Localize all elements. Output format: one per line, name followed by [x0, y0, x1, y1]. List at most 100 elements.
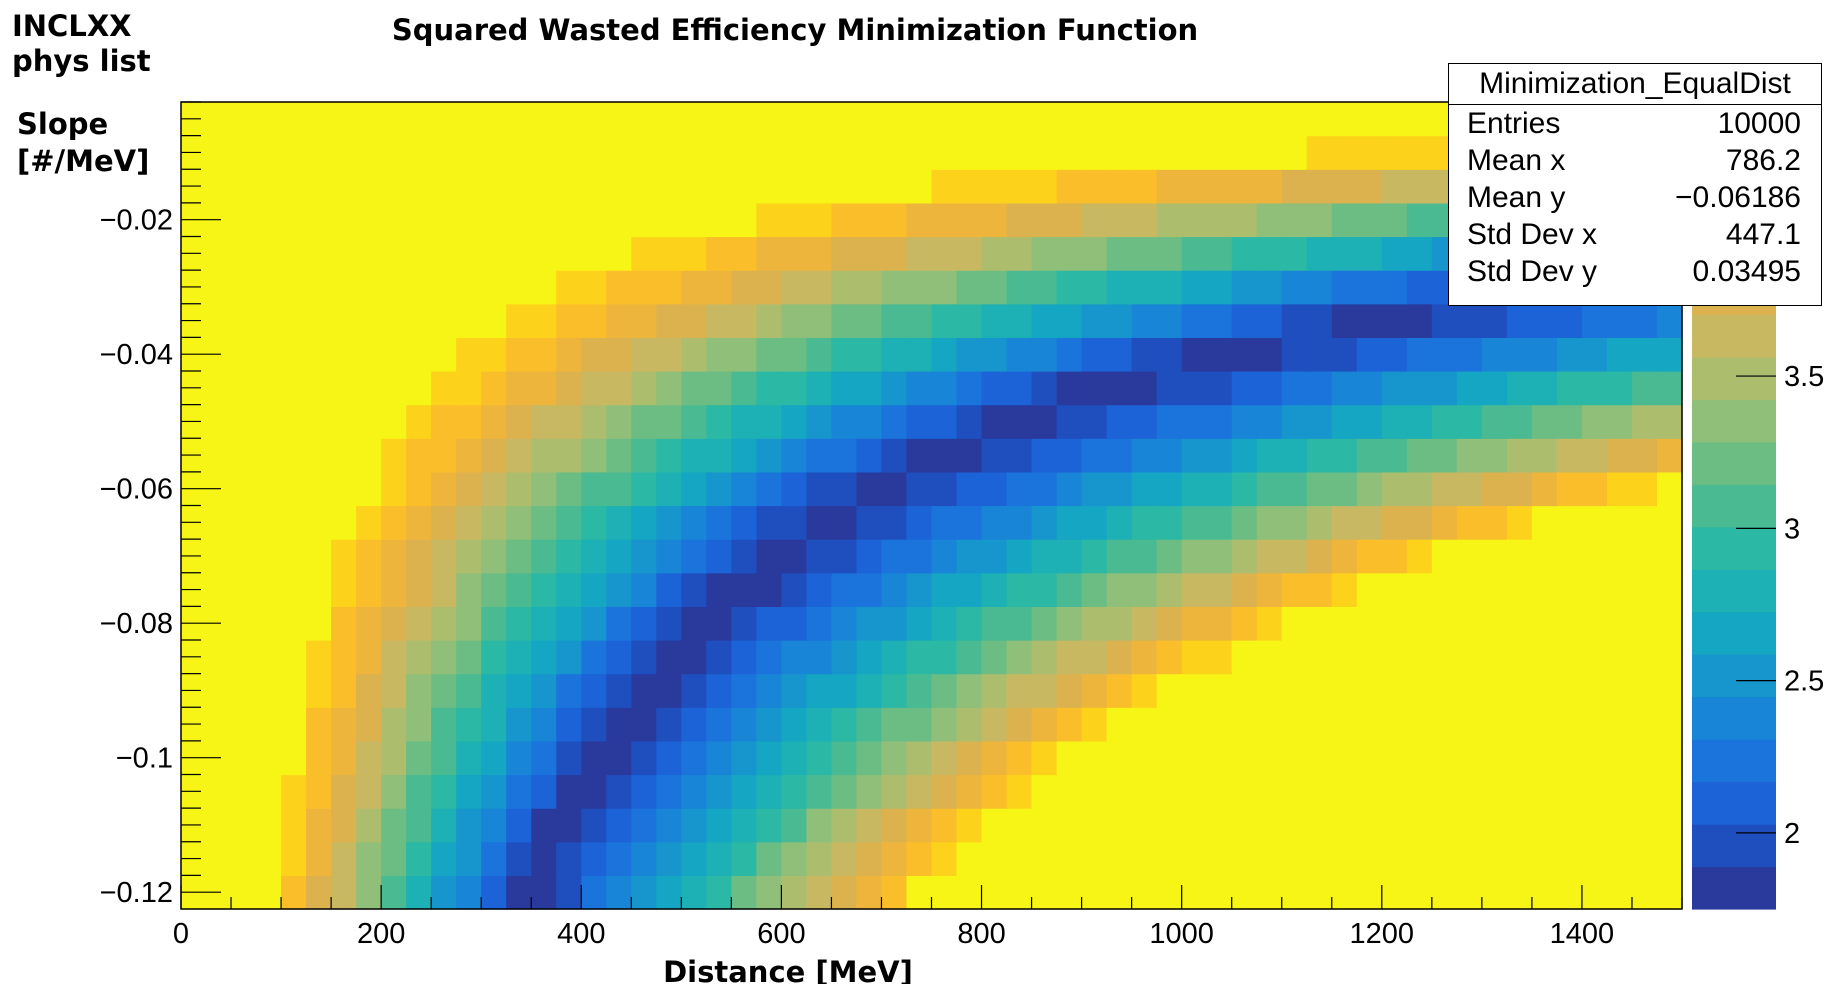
stats-row: Std Dev x 447.1 — [1449, 216, 1821, 253]
heatmap-cell — [406, 337, 432, 372]
heatmap-cell — [906, 841, 933, 876]
heatmap-cell — [381, 774, 407, 809]
heatmap-cell — [1531, 505, 1558, 540]
heatmap-cell — [381, 808, 407, 843]
heatmap-cell — [631, 808, 657, 843]
heatmap-cell — [1056, 169, 1083, 204]
heatmap-cell — [1031, 371, 1058, 406]
heatmap-cell — [231, 808, 257, 843]
color-scale — [1692, 102, 1776, 910]
color-scale-bin — [1692, 314, 1776, 358]
heatmap-cell — [706, 505, 732, 540]
heatmap-cell — [1056, 808, 1083, 843]
heatmap-cell — [1506, 875, 1533, 910]
heatmap-cell — [681, 841, 707, 876]
heatmap-cell — [1131, 303, 1158, 338]
heatmap-cell — [231, 841, 257, 876]
heatmap-cell — [1056, 135, 1083, 170]
heatmap-cell — [1531, 808, 1558, 843]
heatmap-cell — [956, 236, 983, 271]
heatmap-cell — [956, 371, 983, 406]
heatmap-cell — [1256, 202, 1283, 238]
heatmap-cell — [906, 236, 933, 271]
heatmap-cell — [1631, 371, 1658, 406]
heatmap-cell — [1306, 303, 1333, 338]
heatmap-cell — [1331, 774, 1358, 809]
heatmap-cell — [1506, 841, 1533, 876]
heatmap-cell — [1331, 236, 1358, 271]
heatmap-cell — [656, 539, 682, 574]
heatmap-cell — [631, 875, 657, 910]
heatmap-cell — [206, 572, 232, 607]
heatmap-cell — [756, 640, 782, 675]
heatmap-cell — [381, 270, 407, 305]
heatmap-cell — [306, 640, 332, 675]
heatmap-cell — [1406, 875, 1433, 910]
heatmap-cell — [781, 135, 808, 170]
heatmap-cell — [981, 102, 1008, 137]
heatmap-cell — [781, 875, 808, 910]
heatmap-cell — [1456, 404, 1483, 439]
heatmap-cell — [1131, 270, 1158, 305]
heatmap-cell — [781, 471, 808, 507]
heatmap-cell — [1406, 135, 1433, 170]
heatmap-cell — [1081, 572, 1108, 607]
heatmap-cell — [681, 303, 707, 338]
heatmap-cell — [1006, 270, 1033, 305]
heatmap-cell — [856, 438, 883, 473]
heatmap-cell — [681, 438, 707, 473]
heatmap-cell — [831, 539, 858, 574]
heatmap-cell — [1256, 169, 1283, 204]
heatmap-cell — [1131, 539, 1158, 574]
heatmap-cell — [381, 673, 407, 708]
heatmap-cell — [756, 505, 782, 540]
heatmap-cell — [1531, 404, 1558, 439]
heatmap-cell — [831, 202, 858, 238]
heatmap-cell — [956, 303, 983, 338]
heatmap-cell — [831, 303, 858, 338]
heatmap-cell — [406, 539, 432, 574]
heatmap-cell — [456, 202, 482, 238]
heatmap-cell — [631, 371, 657, 406]
heatmap-cell — [731, 606, 757, 641]
heatmap-cell — [1181, 471, 1208, 507]
heatmap-cell — [1431, 740, 1458, 776]
heatmap-cell — [1031, 202, 1058, 238]
heatmap-cell — [1206, 774, 1233, 809]
heatmap-cell — [1656, 371, 1683, 406]
heatmap-cell — [906, 673, 933, 708]
heatmap-cell — [906, 471, 933, 507]
heatmap-cell — [556, 236, 582, 271]
heatmap-cell — [831, 236, 858, 271]
color-scale-bin — [1692, 399, 1776, 443]
heatmap-cell — [781, 841, 808, 876]
heatmap-cell — [1231, 707, 1258, 742]
heatmap-cell — [881, 337, 908, 372]
heatmap-cell — [556, 740, 582, 776]
heatmap-cell — [981, 202, 1008, 238]
heatmap-cell — [1481, 371, 1508, 406]
heatmap-cell — [831, 572, 858, 607]
heatmap-cell — [906, 606, 933, 641]
heatmap-cell — [781, 707, 808, 742]
heatmap-cell — [1356, 707, 1383, 742]
heatmap-cell — [656, 707, 682, 742]
heatmap-cell — [356, 270, 382, 305]
heatmap-cell — [381, 539, 407, 574]
stats-box-rows: Entries 10000 Mean x 786.2 Mean y −0.06186 Std… — [1449, 105, 1821, 290]
heatmap-cell — [656, 606, 682, 641]
heatmap-cell — [1131, 202, 1158, 238]
heatmap-cell — [256, 135, 282, 170]
heatmap-cell — [781, 371, 808, 406]
heatmap-cell — [231, 740, 257, 776]
heatmap-cell — [381, 438, 407, 473]
heatmap-cell — [1106, 303, 1133, 338]
heatmap-cell — [1006, 202, 1033, 238]
heatmap-cell — [256, 102, 282, 137]
heatmap-cell — [981, 337, 1008, 372]
x-tick-label: 1400 — [1550, 918, 1615, 950]
heatmap-cell — [806, 875, 833, 910]
heatmap-cell — [1406, 303, 1433, 338]
heatmap-cell — [1481, 505, 1508, 540]
heatmap-cell — [1456, 539, 1483, 574]
